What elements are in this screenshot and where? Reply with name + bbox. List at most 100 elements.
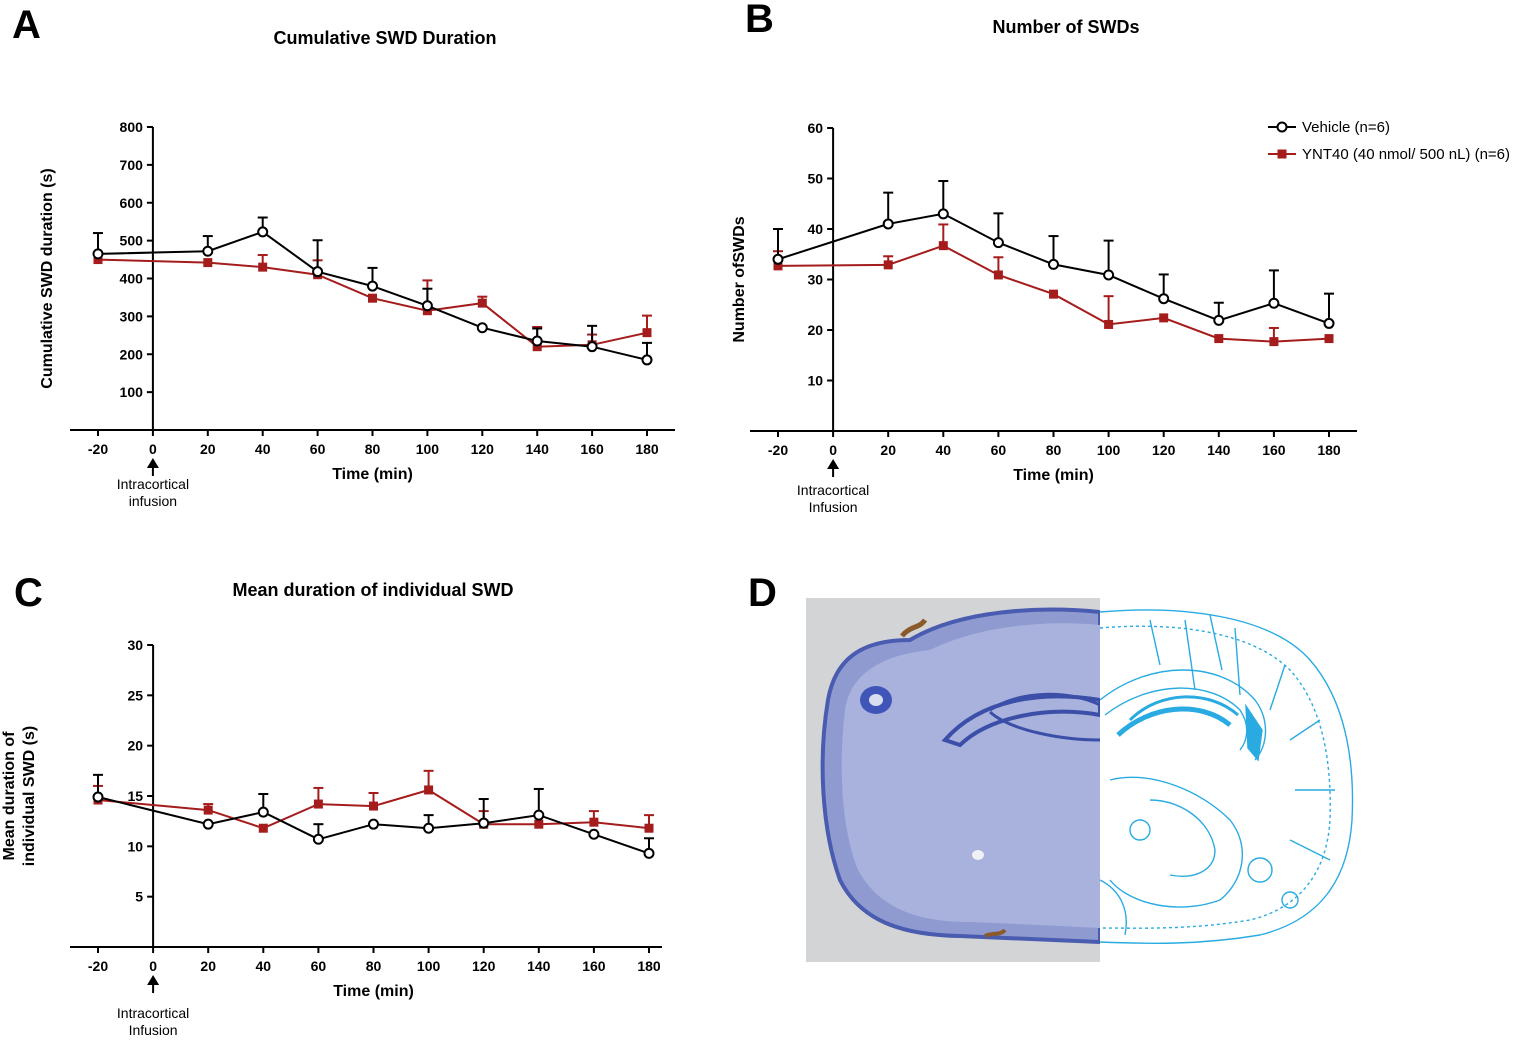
legend-vehicle-label: Vehicle (n=6) [1302,119,1390,136]
chart-b-vehicle-point-5 [1103,269,1115,281]
chart-c-x-tick-label-1: 0 [149,958,157,974]
chart-b: 10 20 30 40 50 60 -20 0 20 40 60 80 100 120 140 160 180 T… [731,120,1357,515]
legend-ynt40-marker [1277,149,1287,159]
chart-b-y-tick-label-4: 50 [808,171,824,187]
chart-b-x-tick-label-9: 160 [1262,442,1286,458]
chart-b-x-tick-label-4: 60 [991,442,1007,458]
chart-c-vehicle-point-3 [312,833,324,845]
chart-a-y-tick-label-3: 400 [120,271,144,287]
chart-a-ynt40-point-6 [477,298,487,308]
chart-b-x-axis-label: Time (min) [1013,467,1094,484]
chart-c-vehicle-point-9 [643,847,655,859]
chart-b-ynt40-point-6 [1159,313,1169,323]
chart-c-ynt40-point-4 [369,801,378,811]
chart-a-vehicle-point-2 [257,226,269,238]
chart-c-annotation-1: Infusion [129,1022,178,1038]
chart-b-vehicle-point-0 [772,253,784,265]
chart-a-ynt40-point-9 [642,328,652,338]
chart-c-y-tick-label-2: 15 [128,788,144,804]
chart-a-x-tick-label-10: 180 [635,441,659,457]
chart-b-y-tick-label-1: 20 [808,322,824,338]
chart-c-x-tick-label-3: 40 [256,958,272,974]
chart-b-vehicle-point-2 [937,208,949,220]
chart-b-ynt40-point-3 [993,270,1003,280]
chart-a-ynt40-point-0 [93,255,103,265]
chart-c-x-axis-label: Time (min) [333,983,414,1000]
chart-b-vehicle-point-9 [1323,317,1335,329]
chart-b-vehicle-point-6 [1158,293,1170,305]
chart-b-annotation-0: Intracortical [797,482,869,498]
chart-a-y-tick-label-0: 100 [120,384,144,400]
legend-ynt40-label: YNT40 (40 nmol/ 500 nL) (n=6) [1302,146,1510,163]
chart-a-x-tick-label-9: 160 [580,441,604,457]
chart-a-y-tick-label-1: 200 [120,346,144,362]
chart-a-vehicle-point-9 [641,354,653,366]
chart-a-y-tick-label-2: 300 [120,308,144,324]
chart-c-ynt40-point-1 [203,805,213,815]
chart-b-ynt40-point-8 [1269,337,1279,347]
chart-a-y-tick-label-4: 500 [120,233,144,249]
chart-b-x-tick-label-3: 40 [936,442,952,458]
chart-c-vehicle-point-4 [368,818,379,830]
chart-b-ynt40-point-4 [1049,289,1058,299]
chart-a-x-axis-label: Time (min) [332,466,413,483]
chart-c-vehicle-point-7 [533,809,545,821]
chart-a-title: Cumulative SWD Duration [273,28,496,48]
chart-a-annotation-0: Intracortical [117,476,189,492]
chart-c-y-tick-label-1: 10 [128,838,144,854]
chart-b-title: Number of SWDs [992,17,1139,37]
chart-c-x-tick-label-9: 160 [582,958,606,974]
panel-letter-d: D [748,571,777,615]
chart-c-ynt40-point-2 [258,823,268,833]
chart-a-x-tick-label-3: 40 [255,441,271,457]
chart-b-x-tick-label-2: 20 [880,442,896,458]
chart-b-x-tick-label-6: 100 [1097,442,1121,458]
chart-c-y-tick-label-3: 20 [128,738,144,754]
chart-b-ynt40-point-9 [1324,334,1334,344]
chart-c-ynt40-point-7 [534,819,544,829]
chart-c-x-tick-label-4: 60 [311,958,327,974]
chart-a-ynt40-line [97,258,648,348]
chart-b-ynt40-point-1 [883,260,893,270]
chart-c-y-tick-label-5: 30 [128,637,144,653]
chart-c-x-tick-label-5: 80 [366,958,382,974]
chart-b-annotation-1: Infusion [809,499,858,515]
chart-c-x-tick-label-0: -20 [88,958,108,974]
chart-a-vehicle-point-4 [367,280,378,292]
chart-a-x-tick-label-1: 0 [149,441,157,457]
chart-b-ynt40-point-5 [1104,319,1114,329]
chart-b-x-tick-label-7: 120 [1152,442,1176,458]
chart-c-x-tick-label-10: 180 [637,958,661,974]
chart-b-x-tick-label-8: 140 [1207,442,1231,458]
chart-b-ynt40-point-7 [1214,334,1224,344]
chart-c-infusion-arrow-icon [147,975,160,985]
chart-c-ynt40-point-9 [644,823,654,833]
chart-b-x-tick-label-10: 180 [1317,442,1341,458]
panel-letter-b: B [745,0,774,41]
chart-b-vehicle-point-1 [882,218,894,230]
chart-c-x-tick-label-7: 120 [472,958,496,974]
chart-a-x-tick-label-7: 120 [471,441,495,457]
chart-b-y-tick-label-0: 10 [808,373,824,389]
chart-c-vehicle-point-8 [588,828,600,840]
chart-a-x-tick-label-0: -20 [88,441,108,457]
chart-c-vehicle-point-1 [202,818,214,830]
chart-a-vehicle-point-3 [312,266,324,278]
chart-c-title: Mean duration of individual SWD [233,580,514,600]
chart-c-x-tick-label-8: 140 [527,958,551,974]
chart-a-ynt40-point-2 [258,262,268,272]
chart-b-x-tick-label-5: 80 [1046,442,1062,458]
histology-atlas-image [806,598,1354,962]
panel-letter-c: C [14,571,43,615]
chart-a-x-tick-label-2: 20 [200,441,216,457]
chart-a: 100 200 300 400 500 600 700 800 -20 0 20 40 60 80 100 1… [39,119,675,509]
chart-a-ynt40-point-1 [203,258,213,268]
brain-atlas-drawing [1099,609,1354,944]
chart-a-vehicle-point-5 [421,300,433,312]
chart-a-x-tick-label-4: 60 [310,441,326,457]
chart-a-y-axis-label-0: Cumulative SWD duration (s) [39,168,56,388]
chart-a-infusion-arrow-icon [146,458,159,468]
chart-a-vehicle-point-7 [531,335,543,347]
chart-a-x-tick-label-5: 80 [365,441,381,457]
